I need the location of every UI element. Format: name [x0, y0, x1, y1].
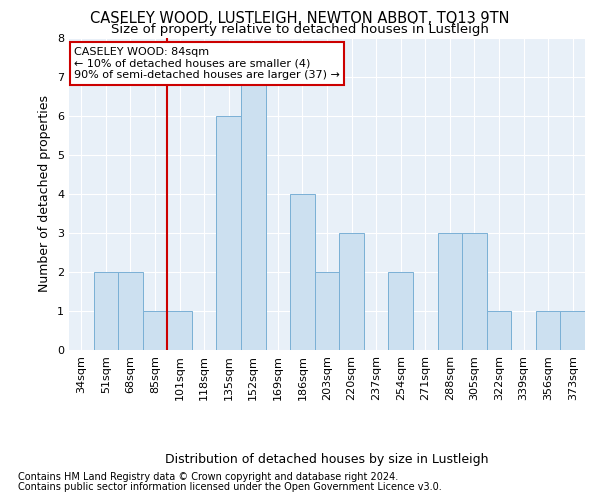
Bar: [118, 272, 143, 350]
Bar: [290, 194, 315, 350]
Bar: [315, 272, 339, 350]
Bar: [560, 311, 585, 350]
Text: CASELEY WOOD, LUSTLEIGH, NEWTON ABBOT, TQ13 9TN: CASELEY WOOD, LUSTLEIGH, NEWTON ABBOT, T…: [90, 11, 510, 26]
Bar: [487, 311, 511, 350]
Bar: [388, 272, 413, 350]
Bar: [167, 311, 192, 350]
Text: Contains public sector information licensed under the Open Government Licence v3: Contains public sector information licen…: [18, 482, 442, 492]
Bar: [462, 233, 487, 350]
Bar: [536, 311, 560, 350]
Text: Contains HM Land Registry data © Crown copyright and database right 2024.: Contains HM Land Registry data © Crown c…: [18, 472, 398, 482]
X-axis label: Distribution of detached houses by size in Lustleigh: Distribution of detached houses by size …: [165, 453, 489, 466]
Y-axis label: Number of detached properties: Number of detached properties: [38, 95, 52, 292]
Text: CASELEY WOOD: 84sqm
← 10% of detached houses are smaller (4)
90% of semi-detache: CASELEY WOOD: 84sqm ← 10% of detached ho…: [74, 47, 340, 80]
Bar: [143, 311, 167, 350]
Bar: [241, 76, 266, 350]
Text: Size of property relative to detached houses in Lustleigh: Size of property relative to detached ho…: [111, 22, 489, 36]
Bar: [437, 233, 462, 350]
Bar: [217, 116, 241, 350]
Bar: [339, 233, 364, 350]
Bar: [94, 272, 118, 350]
